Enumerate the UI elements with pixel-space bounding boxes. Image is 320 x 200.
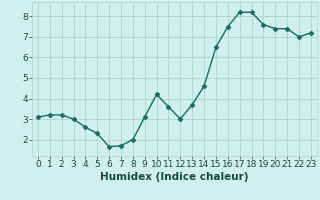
X-axis label: Humidex (Indice chaleur): Humidex (Indice chaleur): [100, 172, 249, 182]
